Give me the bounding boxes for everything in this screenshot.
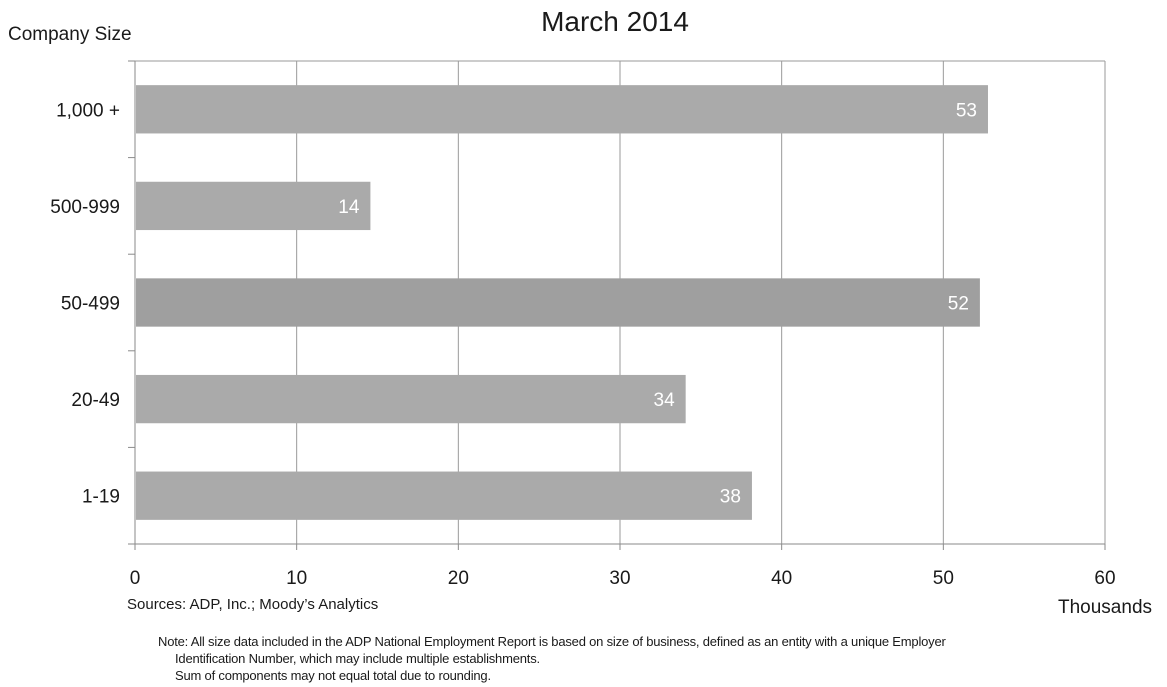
y-tick-label: 50-499 (61, 294, 120, 315)
y-tick-label: 1,000 + (56, 100, 120, 121)
bar-50-499 (136, 278, 980, 327)
bar-chart: 0 10 20 30 40 50 60 53 1,000 + 14 500-999 52 50-499 3… (50, 60, 1116, 589)
chart-title: March 2014 (541, 6, 689, 37)
data-label: 53 (956, 100, 977, 121)
x-tick-label-0: 0 (130, 568, 141, 589)
x-tick-label-10: 10 (286, 568, 307, 589)
data-label: 34 (654, 390, 676, 411)
data-label: 38 (720, 487, 741, 508)
y-tick-label: 1-19 (82, 487, 120, 508)
y-tick-label: 500-999 (50, 197, 120, 218)
x-tick-label-30: 30 (609, 568, 630, 589)
axes (128, 60, 1106, 550)
bar-500-999 (136, 181, 371, 231)
x-axis-label: Thousands (1058, 597, 1153, 618)
data-label: 52 (948, 294, 969, 315)
note-line-1: Note: All size data included in the ADP … (158, 634, 946, 649)
data-label: 14 (338, 197, 360, 218)
bar-1-000- (136, 85, 988, 134)
x-tick-label-40: 40 (771, 568, 792, 589)
y-tick-label: 20-49 (71, 390, 120, 411)
x-tick-label-60: 60 (1094, 568, 1115, 589)
x-tick-label-50: 50 (933, 568, 954, 589)
bar-20-49 (136, 374, 686, 424)
labels: 0 10 20 30 40 50 60 53 1,000 + 14 500-999 52 50-499 3… (50, 100, 1115, 589)
note-line-2: Identification Number, which may include… (175, 651, 540, 666)
bar-1-19 (136, 471, 752, 520)
sources-text: Sources: ADP, Inc.; Moody’s Analytics (127, 596, 379, 613)
y-axis-label: Company Size (8, 24, 132, 45)
note-line-3: Sum of components may not equal total du… (175, 668, 491, 683)
x-tick-label-20: 20 (448, 568, 469, 589)
bars (136, 85, 988, 520)
footnote: Note: All size data included in the ADP … (158, 633, 1158, 684)
